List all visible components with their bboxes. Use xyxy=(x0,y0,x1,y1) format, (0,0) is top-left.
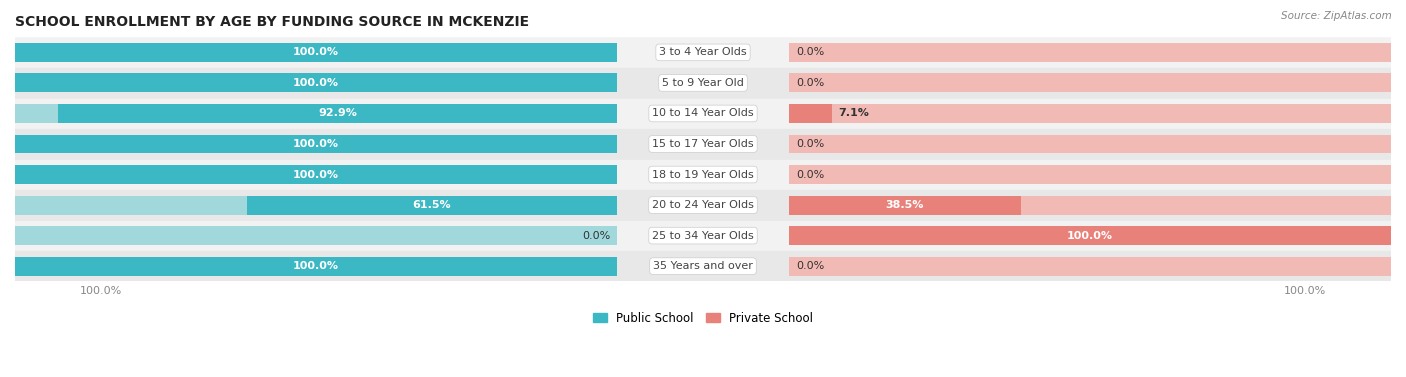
Bar xyxy=(15,43,617,62)
Text: 3 to 4 Year Olds: 3 to 4 Year Olds xyxy=(659,48,747,57)
Text: 0.0%: 0.0% xyxy=(796,261,824,271)
Text: 18 to 19 Year Olds: 18 to 19 Year Olds xyxy=(652,170,754,179)
Bar xyxy=(789,165,1391,184)
Bar xyxy=(15,135,617,153)
Text: 38.5%: 38.5% xyxy=(886,200,924,210)
Text: 10 to 14 Year Olds: 10 to 14 Year Olds xyxy=(652,109,754,118)
Bar xyxy=(789,135,1391,153)
Bar xyxy=(789,74,1391,92)
Text: 20 to 24 Year Olds: 20 to 24 Year Olds xyxy=(652,200,754,210)
Text: 25 to 34 Year Olds: 25 to 34 Year Olds xyxy=(652,231,754,241)
Text: 61.5%: 61.5% xyxy=(412,200,451,210)
Bar xyxy=(15,135,617,153)
Text: 100.0%: 100.0% xyxy=(292,170,339,179)
Bar xyxy=(789,104,832,123)
Text: 15 to 17 Year Olds: 15 to 17 Year Olds xyxy=(652,139,754,149)
Bar xyxy=(789,226,1391,245)
Bar xyxy=(15,196,617,215)
Bar xyxy=(58,104,617,123)
Legend: Public School, Private School: Public School, Private School xyxy=(588,307,818,329)
Bar xyxy=(789,257,1391,276)
Text: 0.0%: 0.0% xyxy=(796,170,824,179)
Bar xyxy=(15,68,1391,98)
Bar xyxy=(15,74,617,92)
Text: 7.1%: 7.1% xyxy=(838,109,869,118)
Bar xyxy=(15,74,617,92)
Text: 0.0%: 0.0% xyxy=(796,78,824,88)
Bar xyxy=(15,160,1391,189)
Bar xyxy=(789,104,1391,123)
Text: SCHOOL ENROLLMENT BY AGE BY FUNDING SOURCE IN MCKENZIE: SCHOOL ENROLLMENT BY AGE BY FUNDING SOUR… xyxy=(15,15,529,29)
Text: 0.0%: 0.0% xyxy=(796,48,824,57)
Bar xyxy=(15,226,617,245)
Bar xyxy=(15,165,617,184)
Text: 100.0%: 100.0% xyxy=(292,261,339,271)
Text: 92.9%: 92.9% xyxy=(318,109,357,118)
Bar xyxy=(789,226,1391,245)
Text: 35 Years and over: 35 Years and over xyxy=(652,261,754,271)
Text: 100.0%: 100.0% xyxy=(292,78,339,88)
Bar xyxy=(789,196,1391,215)
Bar xyxy=(15,257,617,276)
Bar xyxy=(15,104,617,123)
Bar xyxy=(15,165,617,184)
Text: 0.0%: 0.0% xyxy=(796,139,824,149)
Bar xyxy=(789,196,1021,215)
Bar xyxy=(15,99,1391,128)
Text: 100.0%: 100.0% xyxy=(292,139,339,149)
Bar xyxy=(15,251,1391,281)
Text: Source: ZipAtlas.com: Source: ZipAtlas.com xyxy=(1281,11,1392,21)
Text: 0.0%: 0.0% xyxy=(582,231,610,241)
Bar xyxy=(15,43,617,62)
Bar xyxy=(15,38,1391,67)
Bar xyxy=(15,129,1391,159)
Bar xyxy=(15,257,617,276)
Text: 100.0%: 100.0% xyxy=(1067,231,1114,241)
Bar xyxy=(247,196,617,215)
Bar xyxy=(789,43,1391,62)
Text: 100.0%: 100.0% xyxy=(292,48,339,57)
Text: 5 to 9 Year Old: 5 to 9 Year Old xyxy=(662,78,744,88)
Bar xyxy=(15,190,1391,220)
Bar xyxy=(15,221,1391,250)
